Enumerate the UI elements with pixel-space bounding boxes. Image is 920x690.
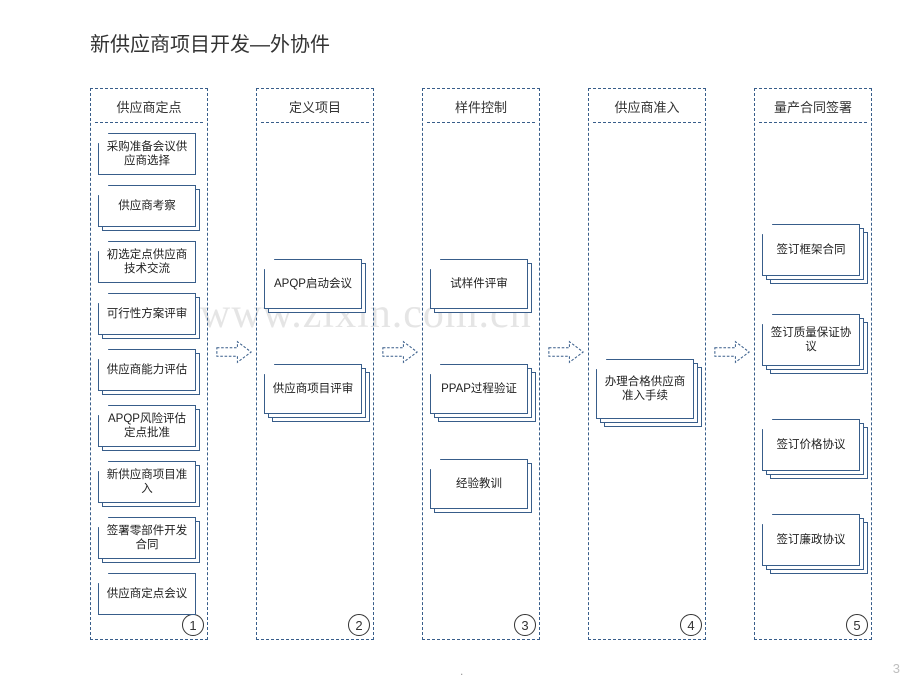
- doc-box: 试样件评审: [430, 259, 528, 309]
- doc-box: 供应商能力评估: [98, 349, 196, 391]
- flow-arrow: [708, 340, 756, 364]
- doc-box: 签订质量保证协议: [762, 314, 860, 366]
- flow-arrow: [542, 340, 590, 364]
- doc-item: 采购准备会议供应商选择: [98, 133, 196, 175]
- stage-1: 供应商定点采购准备会议供应商选择供应商考察初选定点供应商技术交流可行性方案评审供…: [90, 88, 208, 640]
- doc-item: 签署零部件开发合同: [98, 517, 196, 559]
- stage-header: 样件控制: [427, 93, 535, 123]
- doc-item: 办理合格供应商准入手续: [596, 359, 694, 419]
- doc-box: 可行性方案评审: [98, 293, 196, 335]
- doc-item: 供应商考察: [98, 185, 196, 227]
- stage-3: 样件控制试样件评审 PPAP过程验证经验教训: [422, 88, 540, 640]
- doc-box: APQP风险评估定点批准: [98, 405, 196, 447]
- stage-header: 量产合同签署: [759, 93, 867, 123]
- doc-box: 签订框架合同: [762, 224, 860, 276]
- stage-header: 供应商准入: [593, 93, 701, 123]
- doc-box: 签订廉政协议: [762, 514, 860, 566]
- doc-item: 供应商定点会议: [98, 573, 196, 615]
- stage-header: 定义项目: [261, 93, 369, 123]
- doc-item: 供应商项目评审: [264, 364, 362, 414]
- doc-box: 签订价格协议: [762, 419, 860, 471]
- stage-4: 供应商准入办理合格供应商准入手续: [588, 88, 706, 640]
- flow-arrow: [210, 340, 258, 364]
- doc-item: APQP风险评估定点批准: [98, 405, 196, 447]
- doc-box: 采购准备会议供应商选择: [98, 133, 196, 175]
- doc-box: 办理合格供应商准入手续: [596, 359, 694, 419]
- stage-5: 量产合同签署签订框架合同签订质量保证协议签订价格协议签订廉政协议: [754, 88, 872, 640]
- doc-item: 签订质量保证协议: [762, 314, 860, 366]
- doc-box: 供应商考察: [98, 185, 196, 227]
- flow-arrow: [376, 340, 424, 364]
- page-number: 3: [893, 661, 900, 676]
- doc-item: 签订框架合同: [762, 224, 860, 276]
- stage-2: 定义项目 APQP启动会议供应商项目评审: [256, 88, 374, 640]
- doc-box: 经验教训: [430, 459, 528, 509]
- doc-item: 签订廉政协议: [762, 514, 860, 566]
- doc-item: 可行性方案评审: [98, 293, 196, 335]
- doc-box: 初选定点供应商技术交流: [98, 241, 196, 283]
- page-title: 新供应商项目开发—外协件: [90, 28, 330, 57]
- doc-box: 供应商定点会议: [98, 573, 196, 615]
- doc-item: APQP启动会议: [264, 259, 362, 309]
- stage-header: 供应商定点: [95, 93, 203, 123]
- doc-box: PPAP过程验证: [430, 364, 528, 414]
- doc-item: 新供应商项目准入: [98, 461, 196, 503]
- doc-box: 供应商项目评审: [264, 364, 362, 414]
- doc-item: PPAP过程验证: [430, 364, 528, 414]
- doc-item: 初选定点供应商技术交流: [98, 241, 196, 283]
- doc-box: 签署零部件开发合同: [98, 517, 196, 559]
- footer-dot: .: [460, 664, 463, 678]
- doc-box: 新供应商项目准入: [98, 461, 196, 503]
- doc-item: 经验教训: [430, 459, 528, 509]
- doc-item: 签订价格协议: [762, 419, 860, 471]
- doc-item: 供应商能力评估: [98, 349, 196, 391]
- doc-item: 试样件评审: [430, 259, 528, 309]
- doc-box: APQP启动会议: [264, 259, 362, 309]
